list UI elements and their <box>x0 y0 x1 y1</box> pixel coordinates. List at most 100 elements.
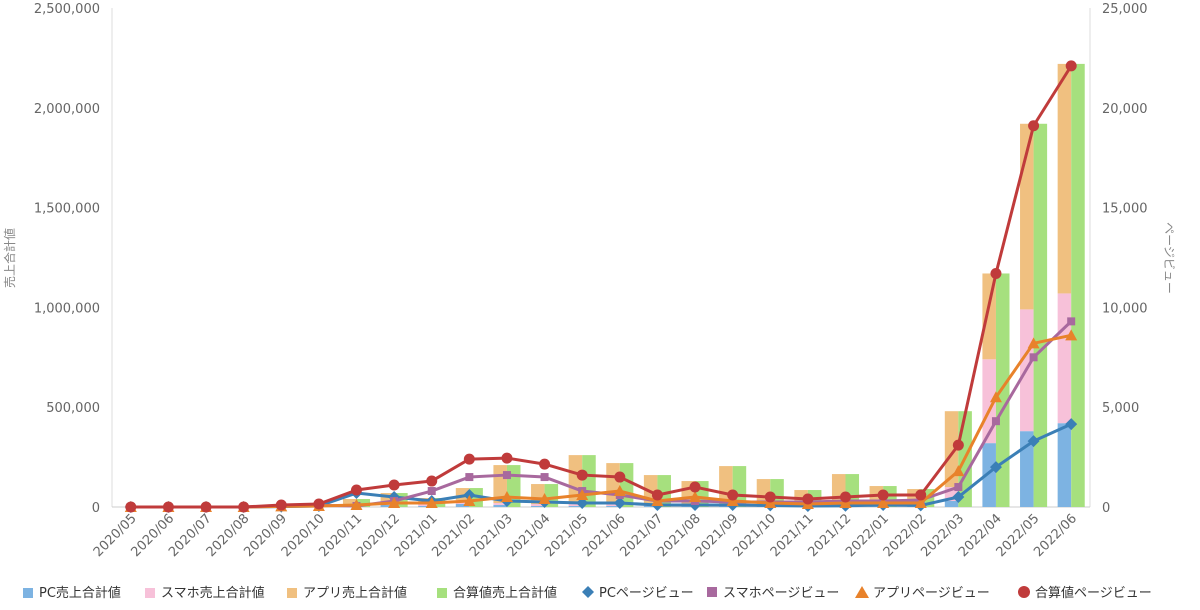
point-smartphone-pageview <box>954 483 963 492</box>
point-total-pageview <box>1028 120 1040 132</box>
legend-swatch <box>287 588 297 598</box>
point-total-pageview <box>651 489 663 501</box>
point-pc-pageview <box>989 461 1002 474</box>
y-left-axis-title: 売上合計値 <box>2 228 17 288</box>
bar-app-sales <box>944 411 959 488</box>
point-smartphone-pageview <box>465 473 474 482</box>
legend-label: スマホページビュー <box>723 586 839 601</box>
point-total-pageview <box>990 267 1002 279</box>
point-app-pageview <box>538 493 551 505</box>
bar-smartphone-sales <box>531 504 545 507</box>
point-total-pageview <box>915 489 927 501</box>
point-total-pageview <box>162 501 174 513</box>
point-total-pageview <box>388 479 400 491</box>
bar-pc-sales <box>568 506 583 507</box>
legend-swatch <box>855 586 869 598</box>
legend-label: PCページビュー <box>599 586 694 601</box>
point-app-pageview <box>613 485 626 497</box>
point-total-pageview <box>125 501 137 513</box>
y-left-tick-label: 2,000,000 <box>34 102 100 117</box>
point-app-pageview <box>425 497 438 509</box>
legend-swatch <box>1018 586 1030 598</box>
bar-smartphone-sales <box>493 503 507 506</box>
y-right-tick-label: 15,000 <box>1102 202 1148 217</box>
point-total-pageview <box>952 439 964 451</box>
point-app-pageview <box>914 497 927 509</box>
point-app-pageview <box>1065 329 1078 341</box>
y-right-tick-label: 25,000 <box>1102 2 1148 17</box>
y-left-tick-label: 1,500,000 <box>34 202 100 217</box>
bar-pc-sales <box>493 505 507 507</box>
point-total-pageview <box>727 489 739 501</box>
point-app-pageview <box>500 491 513 503</box>
bar-pc-sales <box>944 501 959 507</box>
legend-swatch <box>23 588 33 598</box>
y-left-tick-label: 2,500,000 <box>34 2 100 17</box>
legend-swatch <box>437 588 447 598</box>
point-smartphone-pageview <box>1067 317 1076 326</box>
point-app-pageview <box>1027 337 1040 349</box>
y-left-tick-label: 500,000 <box>46 401 100 416</box>
bar-total-sales <box>1071 63 1085 507</box>
bar-pc-sales <box>1057 423 1072 507</box>
y-right-tick-label: 20,000 <box>1102 102 1148 117</box>
point-pc-pageview <box>1027 435 1040 448</box>
point-total-pageview <box>802 493 814 505</box>
legend-label: スマホ売上合計値 <box>161 585 265 601</box>
point-total-pageview <box>426 475 438 487</box>
bar-pc-sales <box>418 506 432 507</box>
bar-smartphone-sales <box>568 504 583 507</box>
bar-total-sales <box>1033 123 1048 507</box>
legend-swatch <box>582 586 594 598</box>
bar-smartphone-sales <box>418 504 432 507</box>
point-total-pageview <box>200 501 212 513</box>
legend-label: 合算値ページビュー <box>1035 585 1152 601</box>
point-app-pageview <box>388 497 401 509</box>
point-total-pageview <box>463 453 475 465</box>
point-total-pageview <box>539 458 551 470</box>
point-total-pageview <box>576 469 588 481</box>
legend-label: アプリページビュー <box>873 586 990 601</box>
legend-label: 合算値売上合計値 <box>453 585 557 601</box>
y-right-tick-label: 0 <box>1102 501 1110 516</box>
y-right-tick-label: 5,000 <box>1102 401 1139 416</box>
line-total-pageview <box>130 65 1073 509</box>
bar-app-sales <box>455 488 470 501</box>
bar-pc-sales <box>643 506 658 507</box>
point-total-pageview <box>689 481 701 493</box>
point-total-pageview <box>764 491 776 503</box>
y-left-tick-label: 0 <box>92 501 100 516</box>
point-pc-pageview <box>952 491 965 504</box>
bar-pc-sales <box>982 443 996 507</box>
point-total-pageview <box>877 489 889 501</box>
point-app-pageview <box>952 465 965 477</box>
point-app-pageview <box>689 491 702 503</box>
point-total-pageview <box>351 484 362 496</box>
point-pc-pageview <box>613 497 626 510</box>
bar-pc-sales <box>606 506 620 507</box>
point-smartphone-pageview <box>502 471 511 480</box>
line-smartphone-pageview <box>130 320 1073 509</box>
point-total-pageview <box>238 501 250 513</box>
point-app-pageview <box>989 391 1002 403</box>
point-smartphone-pageview <box>540 473 549 482</box>
point-total-pageview <box>840 491 851 503</box>
legend-label: アプリ売上合計値 <box>303 585 407 601</box>
point-app-pageview <box>463 495 476 507</box>
bar-total-sales <box>356 499 371 507</box>
point-total-pageview <box>1065 60 1077 72</box>
point-total-pageview <box>501 452 513 464</box>
point-total-pageview <box>313 498 325 510</box>
point-app-pageview <box>877 497 890 509</box>
point-total-pageview <box>275 499 287 511</box>
bar-pc-sales <box>455 504 470 507</box>
bar-app-sales <box>1057 63 1072 294</box>
point-total-pageview <box>614 471 626 483</box>
bar-app-sales <box>342 499 357 506</box>
y-right-tick-label: 10,000 <box>1102 301 1148 316</box>
bar-smartphone-sales <box>606 504 620 507</box>
bar-pc-sales <box>531 506 545 507</box>
bar-total-sales <box>995 273 1010 507</box>
